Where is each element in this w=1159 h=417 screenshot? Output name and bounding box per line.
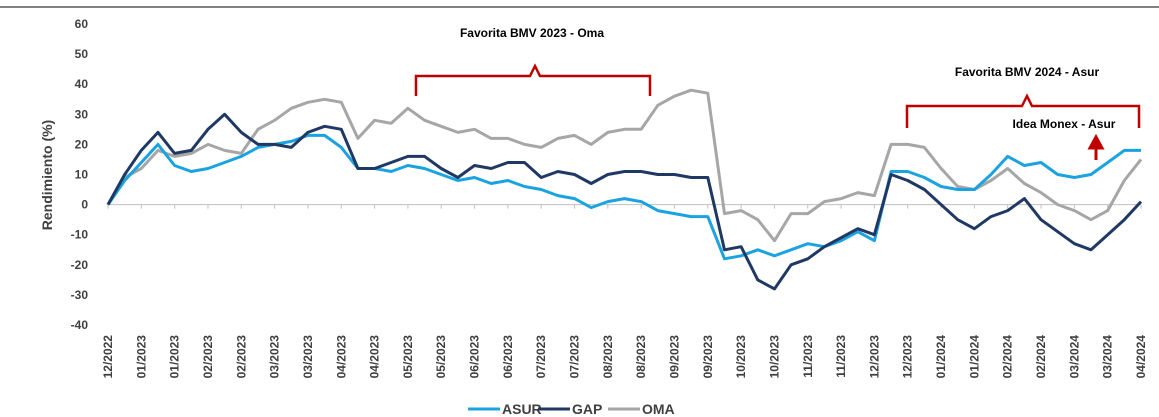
y-tick-label: -10 <box>71 228 89 242</box>
y-tick-label: 20 <box>75 137 89 151</box>
y-tick-label: 0 <box>81 198 88 212</box>
x-tick-label: 03/2024 <box>1067 335 1081 379</box>
x-tick-label: 03/2024 <box>1101 335 1115 379</box>
x-tick-label: 05/2023 <box>434 335 448 379</box>
legend-label: GAP <box>572 401 602 417</box>
annotation: Favorita BMV 2024 - Asur <box>955 65 1100 79</box>
x-tick-label: 02/2023 <box>234 335 248 379</box>
y-tick-label: 40 <box>75 77 89 91</box>
x-tick-label: 09/2023 <box>667 335 681 379</box>
x-tick-label: 12/2022 <box>101 335 115 379</box>
x-tick-label: 06/2023 <box>468 335 482 379</box>
bracket <box>414 63 652 96</box>
x-tick-label: 07/2023 <box>534 335 548 379</box>
x-tick-label: 10/2023 <box>767 335 781 379</box>
x-tick-label: 05/2023 <box>401 335 415 379</box>
x-tick-label: 04/2023 <box>368 335 382 379</box>
series-line <box>106 88 1143 243</box>
x-tick-label: 03/2023 <box>268 335 282 379</box>
y-tick-label: 10 <box>75 168 89 182</box>
x-tick-label: 04/2024 <box>1134 335 1148 379</box>
x-tick-label: 11/2023 <box>801 335 815 378</box>
x-tick-label: 01/2024 <box>967 335 981 379</box>
x-tick-label: 06/2023 <box>501 335 515 379</box>
x-tick-label: 01/2024 <box>934 335 948 379</box>
arrow <box>1087 133 1105 160</box>
y-tick-label: -30 <box>71 288 89 302</box>
y-tick-label: -20 <box>71 258 89 272</box>
x-tick-label: 08/2023 <box>601 335 615 379</box>
bracket <box>905 93 1141 128</box>
annotation: Favorita BMV 2023 - Oma <box>460 26 604 40</box>
y-tick-label: -40 <box>71 318 89 332</box>
x-tick-label: 03/2023 <box>301 335 315 379</box>
x-tick-label: 08/2023 <box>634 335 648 379</box>
y-tick-label: 30 <box>75 107 89 121</box>
x-tick-label: 04/2023 <box>334 335 348 379</box>
legend-label: ASUR <box>502 401 542 417</box>
series-line <box>106 133 1141 261</box>
x-tick-label: 11/2023 <box>834 335 848 378</box>
x-tick-label: 12/2023 <box>867 335 881 379</box>
x-tick-label: 02/2023 <box>201 335 215 379</box>
series-line <box>106 112 1143 291</box>
y-axis-label: Rendimiento (%) <box>39 120 55 230</box>
x-tick-label: 02/2024 <box>1034 335 1048 379</box>
x-tick-label: 07/2023 <box>568 335 582 379</box>
y-tick-label: 50 <box>75 47 89 61</box>
x-tick-label: 12/2023 <box>901 335 915 379</box>
x-tick-label: 09/2023 <box>701 335 715 379</box>
annotation: Idea Monex - Asur <box>1013 117 1116 131</box>
x-tick-label: 10/2023 <box>734 335 748 379</box>
legend-label: OMA <box>642 401 675 417</box>
x-tick-label: 01/2023 <box>134 335 148 379</box>
x-tick-label: 02/2024 <box>1001 335 1015 379</box>
x-tick-label: 01/2023 <box>168 335 182 379</box>
y-tick-label: 60 <box>75 17 89 31</box>
